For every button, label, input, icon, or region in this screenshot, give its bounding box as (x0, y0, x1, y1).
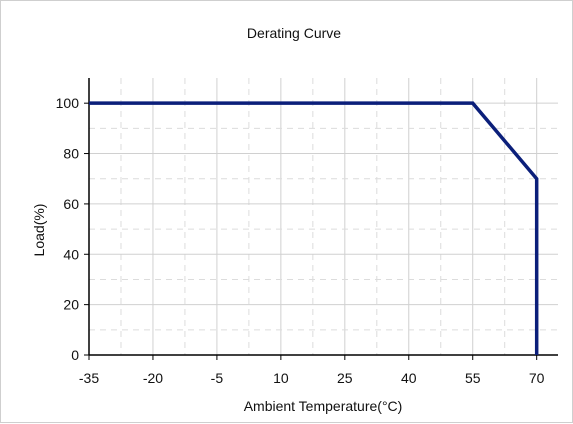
series (89, 101, 539, 355)
y-tick-label: 40 (63, 246, 79, 262)
x-tick-label: -35 (79, 370, 99, 386)
x-tick-label: 70 (529, 370, 545, 386)
x-tick-label: 40 (401, 370, 417, 386)
x-tick-label: 25 (337, 370, 353, 386)
x-tick-label: 55 (465, 370, 481, 386)
grid (88, 78, 558, 355)
axes (84, 78, 558, 360)
y-tick-label: 100 (56, 95, 80, 111)
tick-labels: -35 -20 -5 10 25 40 55 70 0 20 40 60 80 100 (56, 95, 545, 386)
y-tick-label: 20 (63, 297, 79, 313)
y-axis-title: Load(%) (31, 204, 47, 257)
y-tick-label: 80 (63, 146, 79, 162)
y-tick-label: 0 (71, 347, 79, 363)
y-tick-label: 60 (63, 196, 79, 212)
x-tick-label: 10 (273, 370, 289, 386)
x-axis-title: Ambient Temperature(°C) (244, 398, 403, 414)
x-tick-label: -5 (211, 370, 224, 386)
derating-line (89, 101, 539, 355)
chart-title: Derating Curve (247, 25, 341, 41)
x-tick-label: -20 (143, 370, 163, 386)
